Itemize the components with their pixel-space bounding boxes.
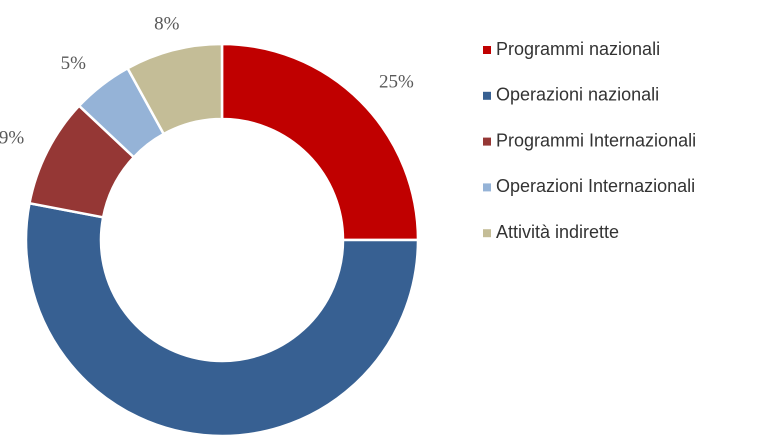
data-label: 8% bbox=[154, 13, 180, 34]
legend-swatch bbox=[483, 46, 491, 54]
legend-label: Attività indirette bbox=[496, 222, 619, 242]
donut-slice bbox=[220, 42, 420, 242]
legend-label: Operazioni nazionali bbox=[496, 85, 659, 105]
legend-swatch bbox=[483, 137, 491, 146]
legend-swatch bbox=[483, 91, 491, 100]
donut-slice bbox=[24, 201, 420, 438]
legend-swatch bbox=[483, 229, 491, 238]
legend-label: Operazioni Internazionali bbox=[496, 176, 695, 196]
data-label: 9% bbox=[0, 128, 24, 149]
data-label: 5% bbox=[61, 53, 87, 74]
legend-label: Programmi nazionali bbox=[496, 39, 660, 59]
legend-label: Programmi Internazionali bbox=[496, 130, 696, 150]
donut-slice bbox=[125, 42, 224, 136]
legend-swatch bbox=[483, 183, 491, 192]
data-label: 25% bbox=[379, 71, 414, 92]
